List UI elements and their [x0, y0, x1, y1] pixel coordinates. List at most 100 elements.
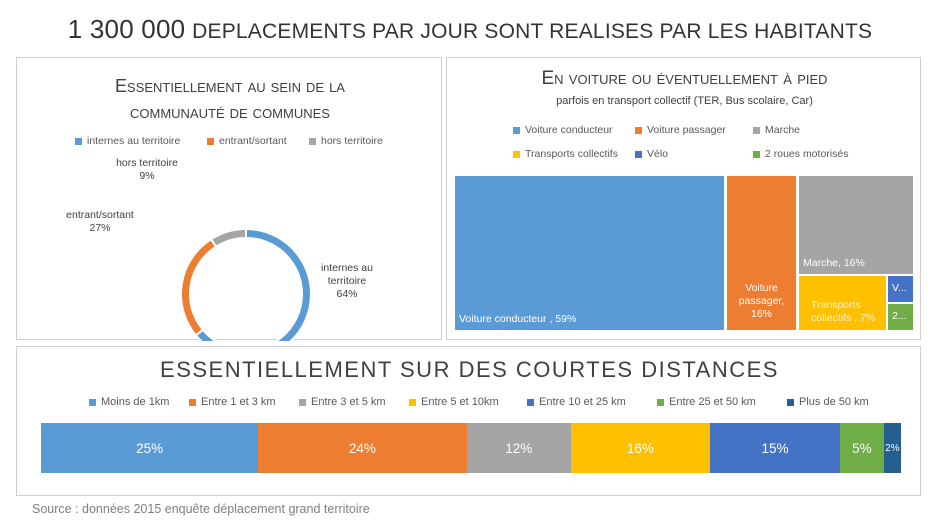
distance-bar-data-label: 5%: [852, 440, 872, 456]
source-note: Source : données 2015 enquête déplacemen…: [32, 502, 370, 516]
treemap-label-line: Transports: [811, 299, 861, 311]
donut-data-label: 27%: [89, 222, 110, 234]
distance-bar-data-label: 15%: [761, 440, 789, 456]
treemap-label-line: collectifs , 7%: [811, 312, 876, 324]
legend-swatch: [207, 137, 214, 145]
distance-bar-data-label: 25%: [136, 440, 164, 456]
donut-chart-title: Essentiellement au sein de la communauté…: [17, 73, 443, 125]
distance-legend-item: Entre 5 et 10km: [409, 396, 499, 408]
distance-legend-item: Entre 10 et 25 km: [527, 396, 626, 408]
legend-swatch: [189, 398, 196, 406]
donut-data-label: 9%: [139, 170, 154, 182]
legend-label: Entre 25 et 50 km: [669, 396, 756, 408]
legend-swatch: [787, 398, 794, 406]
donut-legend-item-entrant: entrant/sortant: [207, 135, 287, 147]
legend-label: Voiture conducteur: [525, 124, 613, 136]
legend-swatch: [753, 126, 760, 134]
legend-label: Entre 3 et 5 km: [311, 396, 386, 408]
treemap-panel: En voiture ou éventuellement à pied parf…: [446, 57, 921, 340]
legend-swatch: [409, 398, 416, 406]
treemap-legend-item-marche: Marche: [753, 124, 800, 136]
distance-bar-panel: Essentiellement sur des courtes distance…: [16, 346, 921, 496]
legend-swatch: [635, 126, 642, 134]
donut-title-line1: Essentiellement au sein de la: [115, 76, 345, 96]
legend-swatch: [513, 150, 520, 158]
treemap-rect-2roues: 2...: [888, 304, 913, 330]
treemap-label: Voiture passager, 16%: [727, 282, 796, 321]
legend-label: Entre 1 et 3 km: [201, 396, 276, 408]
distance-bar-segment: 24%: [258, 423, 467, 473]
treemap-label: V...: [892, 282, 907, 294]
distance-bar-title: Essentiellement sur des courtes distance…: [160, 357, 779, 382]
donut-data-label: hors territoire: [116, 157, 178, 169]
legend-label: Transports collectifs: [525, 148, 618, 160]
treemap-rect-velo: V...: [888, 276, 913, 302]
legend-label: Voiture passager: [647, 124, 726, 136]
distance-bar-data-label: 16%: [626, 440, 654, 456]
distance-bar-data-label: 24%: [348, 440, 376, 456]
donut-legend-item-hors: hors territoire: [309, 135, 383, 147]
legend-label: hors territoire: [321, 135, 383, 147]
treemap-label-line: Voiture: [745, 282, 778, 294]
distance-bar-segment: 15%: [709, 423, 841, 473]
treemap-rect-marche: Marche, 16%: [799, 176, 913, 274]
donut-legend-item-internes: internes au territoire: [75, 135, 180, 147]
treemap-subtitle: parfois en transport collectif (TER, Bus…: [556, 95, 813, 107]
legend-label: Vélo: [647, 148, 669, 160]
distance-bar-segment: 12%: [466, 423, 571, 473]
legend-label: Entre 5 et 10km: [421, 396, 499, 408]
treemap-title: En voiture ou éventuellement à pied: [541, 68, 828, 89]
legend-swatch: [89, 398, 96, 406]
legend-label: internes au territoire: [87, 135, 181, 147]
distance-bar-data-label: 12%: [505, 440, 533, 456]
treemap-legend-item-voiture-conducteur: Voiture conducteur: [513, 124, 613, 136]
legend-label: Plus de 50 km: [799, 396, 869, 408]
legend-label: Entre 10 et 25 km: [539, 396, 626, 408]
distance-legend-item: Entre 25 et 50 km: [657, 396, 756, 408]
distance-bar-data-label: 2%: [885, 442, 900, 454]
treemap-legend-item-2roues: 2 roues motorisés: [753, 148, 848, 160]
treemap-legend-item-transports: Transports collectifs: [513, 148, 618, 160]
donut-data-label: entrant/sortant: [66, 209, 134, 221]
legend-swatch: [309, 137, 316, 145]
legend-swatch: [513, 126, 520, 134]
donut-data-label: internes au: [321, 262, 373, 274]
distance-bar-segment: 5%: [840, 423, 884, 473]
treemap-rect-transports: Transports collectifs , 7%: [799, 276, 886, 330]
treemap-label-line: 16%: [750, 308, 772, 320]
treemap-label: Marche, 16%: [803, 257, 865, 269]
treemap-label-line: passager,: [738, 295, 785, 307]
legend-swatch: [527, 398, 534, 406]
legend-swatch: [299, 398, 306, 406]
donut-slice: [180, 237, 218, 337]
legend-label: entrant/sortant: [219, 135, 287, 147]
distance-legend-item: Entre 1 et 3 km: [189, 396, 276, 408]
distance-legend-item: Moins de 1km: [89, 396, 169, 408]
treemap-label: 2...: [892, 310, 907, 322]
distance-stacked-bar: 25% 24% 12% 16% 15% 5% 2%: [41, 423, 901, 473]
legend-label: 2 roues motorisés: [765, 148, 849, 160]
treemap-rect-voiture-conducteur: Voiture conducteur , 59%: [455, 176, 724, 330]
donut-title-line2: communauté de communes: [130, 102, 330, 122]
donut-chart-panel: Essentiellement au sein de la communauté…: [16, 57, 443, 341]
treemap-legend-item-velo: Vélo: [635, 148, 668, 160]
donut-data-label: 64%: [336, 288, 357, 300]
legend-swatch: [657, 398, 664, 406]
treemap-label: Transports collectifs , 7%: [811, 299, 875, 325]
legend-swatch: [635, 150, 642, 158]
main-title: 1 300 000 DEPLACEMENTS PAR JOUR SONT REA…: [0, 14, 940, 45]
treemap-legend-item-voiture-passager: Voiture passager: [635, 124, 726, 136]
main-title-text: DEPLACEMENTS PAR JOUR SONT REALISES PAR …: [192, 20, 873, 43]
donut-slice: [209, 227, 247, 249]
distance-bar-segment: 25%: [41, 423, 259, 473]
legend-swatch: [75, 137, 82, 145]
distance-legend-item: Plus de 50 km: [787, 396, 869, 408]
treemap-label: Voiture conducteur , 59%: [459, 313, 577, 325]
legend-label: Marche: [765, 124, 801, 136]
donut-data-label: territoire: [328, 275, 367, 287]
main-title-number: 1 300 000: [67, 14, 186, 44]
treemap-rect-voiture-passager: Voiture passager, 16%: [727, 176, 796, 330]
distance-bar-segment: 16%: [570, 423, 710, 473]
distance-bar-segment: 2%: [883, 423, 901, 473]
